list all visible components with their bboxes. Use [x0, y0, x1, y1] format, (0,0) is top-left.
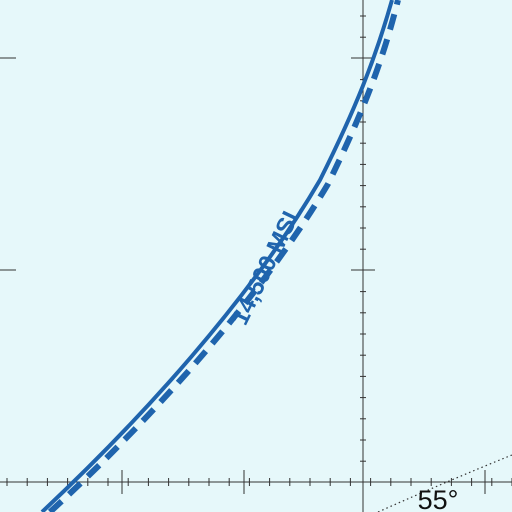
airspace-boundary-solid	[40, 0, 394, 512]
graticule-ticks	[0, 15, 512, 494]
airspace-boundary-dashed	[47, 0, 401, 512]
latitude-label: 55°	[418, 485, 459, 512]
